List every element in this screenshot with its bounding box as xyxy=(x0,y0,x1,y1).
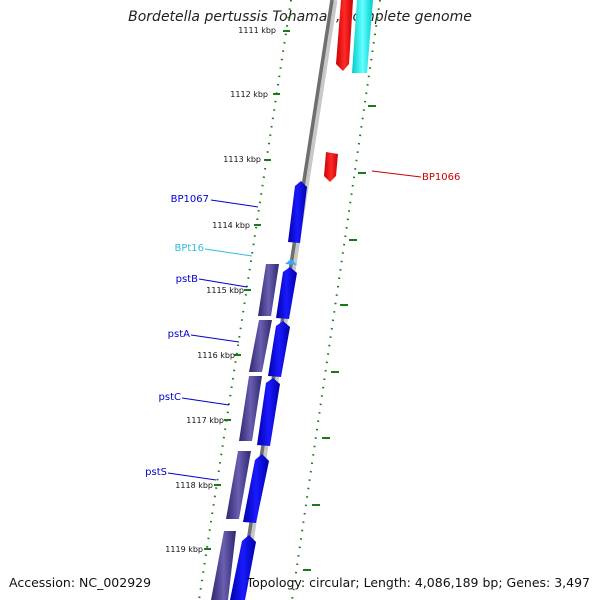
accession-text: Accession: NC_002929 xyxy=(9,575,152,590)
feature-label[interactable]: pstA xyxy=(168,329,190,340)
cog-hit-bottom xyxy=(211,531,236,600)
leader-pstc xyxy=(181,397,230,406)
cog-hit-psta xyxy=(249,320,272,372)
cds-psts[interactable] xyxy=(243,454,269,523)
kbp-ruler: 1111 kbp 1112 kbp 1113 kbp 1114 kbp 1115… xyxy=(165,26,376,571)
cds-reverse-top[interactable] xyxy=(336,0,353,71)
inner-tick-track xyxy=(291,0,381,600)
cds-bottom[interactable] xyxy=(230,535,256,600)
kbp-label: 1119 kbp xyxy=(165,545,203,554)
feature-label[interactable]: BP1067 xyxy=(171,194,209,205)
feature-label[interactable]: BPt16 xyxy=(174,243,204,254)
leader-bp1067 xyxy=(210,199,259,208)
leader-psta xyxy=(190,334,240,343)
kbp-label: 1116 kbp xyxy=(197,351,235,360)
cog-hit-pstc xyxy=(239,376,262,441)
trna-bpt16[interactable] xyxy=(285,259,297,265)
leader-pstb xyxy=(198,278,248,288)
kbp-label: 1111 kbp xyxy=(238,26,276,35)
cog-hit-pstb xyxy=(258,264,279,316)
feature-label[interactable]: pstB xyxy=(176,274,198,285)
feature-label[interactable]: pstC xyxy=(159,392,181,403)
feature-label[interactable]: pstS xyxy=(145,467,167,478)
cds-psta[interactable] xyxy=(268,321,290,377)
leader-bp1066 xyxy=(371,170,422,178)
topology-text: Topology: circular; Length: 4,086,189 bp… xyxy=(246,575,590,590)
map-title: Bordetella pertussis Tohama I, complete … xyxy=(128,9,472,25)
kbp-label: 1117 kbp xyxy=(186,416,224,425)
cds-bp1066[interactable] xyxy=(324,152,338,182)
trna-top[interactable] xyxy=(352,0,373,73)
leader-psts xyxy=(167,472,217,481)
kbp-label: 1115 kbp xyxy=(206,286,244,295)
kbp-label: 1118 kbp xyxy=(175,481,213,490)
feature-label[interactable]: BP1066 xyxy=(422,172,460,183)
cds-pstc[interactable] xyxy=(257,378,280,446)
cds-pstb[interactable] xyxy=(276,267,297,319)
kbp-label: 1113 kbp xyxy=(223,155,261,164)
cog-hit-psts xyxy=(226,451,251,519)
kbp-label: 1114 kbp xyxy=(212,221,250,230)
cds-bp1067[interactable] xyxy=(288,181,307,243)
leader-bpt16 xyxy=(204,248,253,257)
kbp-label: 1112 kbp xyxy=(230,90,268,99)
